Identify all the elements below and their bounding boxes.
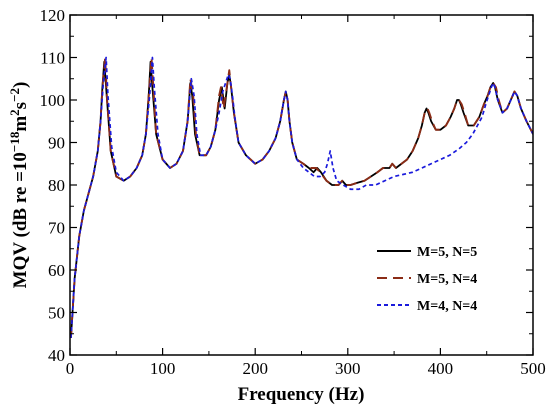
x-tick-label: 300 — [335, 359, 361, 378]
y-tick-label: 120 — [40, 6, 66, 25]
legend-label: M=5, N=5 — [417, 245, 477, 260]
y-tick-label: 60 — [48, 261, 65, 280]
y-axis-title: MQV (dB re =10−18m2s−2) — [7, 82, 32, 289]
y-tick-label: 40 — [48, 346, 65, 365]
y-axis-title-part: −2 — [7, 88, 22, 102]
y-tick-label: 70 — [48, 219, 65, 238]
y-axis-title-part: MQV (dB re =10 — [10, 152, 31, 288]
x-tick-label: 400 — [428, 359, 454, 378]
legend-label: M=4, N=4 — [417, 299, 477, 314]
x-tick-label: 200 — [242, 359, 268, 378]
legend-label: M=5, N=4 — [417, 272, 477, 287]
y-axis-title-part: m — [10, 116, 31, 132]
y-axis-title-part: s — [10, 102, 31, 109]
series-layer — [70, 56, 533, 339]
y-tick-label: 100 — [40, 91, 66, 110]
x-tick-label: 0 — [66, 359, 75, 378]
x-tick-label: 100 — [150, 359, 176, 378]
y-axis-title-part: −18 — [7, 131, 22, 152]
y-tick-label: 110 — [40, 49, 65, 68]
y-tick-label: 90 — [48, 134, 65, 153]
tick-labels-layer: 0 100 200 300 400 500 40 50 60 70 80 90 100 110 120 — [40, 6, 546, 378]
series-line-3 — [70, 56, 533, 339]
ticks-layer — [69, 14, 534, 356]
y-tick-label: 80 — [48, 176, 65, 195]
x-axis-title: Frequency (Hz) — [238, 384, 365, 405]
series-line-2 — [70, 56, 533, 339]
y-tick-label: 50 — [48, 304, 65, 323]
y-axis-title-part: ) — [10, 82, 31, 88]
x-tick-label: 500 — [520, 359, 546, 378]
y-axis-title-part: 2 — [7, 109, 22, 116]
series-line-1 — [70, 60, 533, 339]
legend: M=5, N=5 M=5, N=4 M=4, N=4 — [377, 245, 477, 314]
